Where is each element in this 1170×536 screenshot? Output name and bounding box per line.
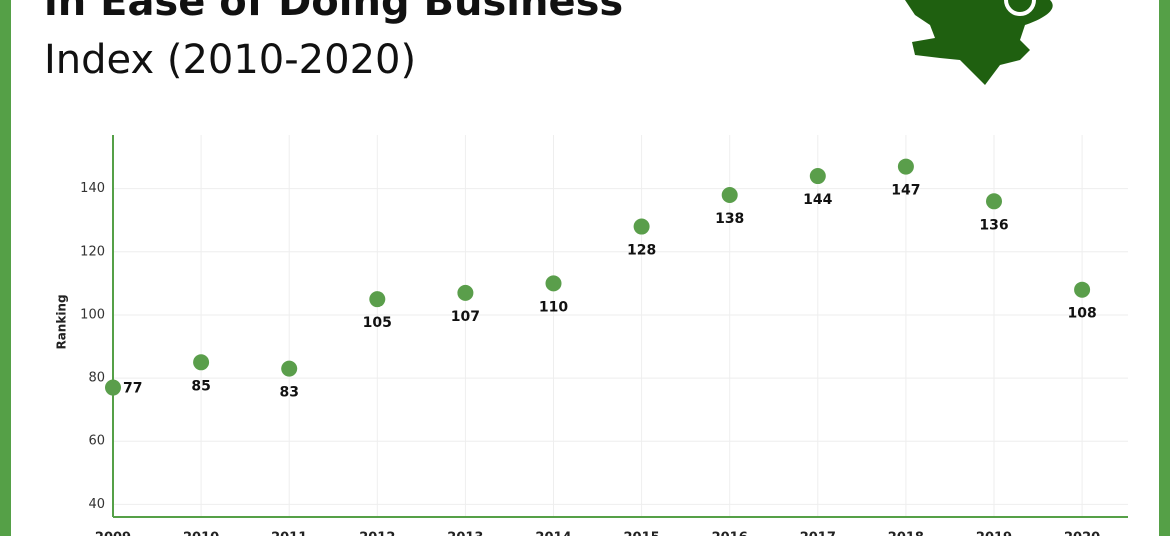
point [545,275,562,292]
x-tick-label: 2013 [447,531,483,536]
data-label: 85 [191,378,210,394]
point [633,218,650,235]
data-label: 110 [539,299,568,315]
x-tick-label: 2015 [624,531,660,536]
data-label: 128 [627,243,656,259]
x-tick-label: 2018 [888,531,924,536]
data-label: 108 [1067,306,1096,322]
y-tick-label: 60 [88,434,105,449]
x-tick-label: 2010 [183,531,219,536]
y-tick-label: 140 [80,181,105,196]
data-label: 83 [279,385,298,401]
y-tick-label: 100 [80,307,105,322]
x-tick-label: 2011 [271,531,307,536]
chart-title: in Ease of Doing Business [44,0,623,25]
data-label: 144 [803,192,832,208]
x-tick-label: 2016 [712,531,748,536]
chart-subtitle: Index (2010-2020) [44,37,416,83]
y-axis-label: Ranking [55,294,69,349]
point [809,168,826,185]
point [369,291,386,308]
y-tick-label: 40 [88,497,105,512]
point [457,284,474,301]
y-tick-label: 120 [80,244,105,259]
map-icon [905,0,1053,85]
x-tick-label: 2020 [1064,531,1100,536]
point [193,354,210,371]
point [986,193,1002,210]
point [1074,281,1091,298]
border-right [1159,0,1170,536]
data-label: 136 [979,217,1008,233]
data-label: 107 [451,309,480,325]
x-tick-label: 2012 [359,531,395,536]
y-tick-label: 80 [88,371,105,386]
point [721,186,738,203]
point [897,158,914,175]
point [105,379,121,396]
x-tick-label: 2009 [95,531,131,536]
point [281,360,298,377]
data-label: 138 [715,211,744,227]
data-label: 77 [123,381,142,397]
data-label: 147 [891,183,920,199]
x-tick-label: 2019 [976,531,1012,536]
data-label: 105 [363,315,392,331]
x-tick-label: 2017 [800,531,836,536]
border-left [0,0,11,536]
map-icon-detail [1004,0,1036,16]
